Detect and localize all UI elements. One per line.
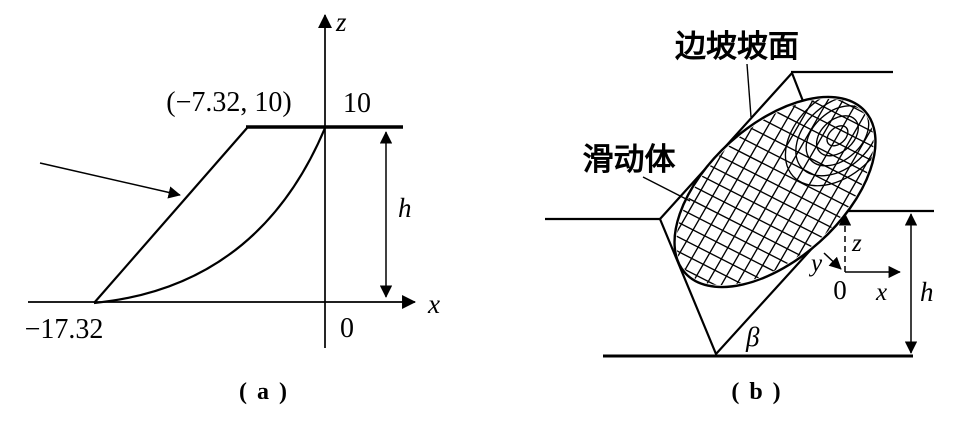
b-sliding-body-mesh [643, 64, 907, 320]
panel-b-caption: ( b ) [731, 379, 782, 405]
a-z-axis-label: z [335, 7, 347, 37]
a-crest-point-label: (−7.32, 10) [166, 87, 291, 118]
b-mesh-lines [643, 64, 907, 320]
a-slope-face-line [93, 127, 248, 304]
a-toe-coordinate-label: −17.32 [25, 314, 104, 345]
a-crest-height-label: 10 [343, 88, 371, 119]
b-sliding-body-label: 滑动体 [583, 142, 676, 177]
b-slope-angle-label: β [745, 322, 760, 352]
b-y-axis [823, 252, 842, 270]
b-y-axis-label: y [808, 250, 823, 277]
b-origin-label: 0 [833, 275, 847, 305]
a-slip-surface-curve [93, 127, 327, 305]
a-slope-pointer-arrow [39, 162, 181, 199]
b-sliding-body-leader [642, 176, 691, 202]
b-slope-surface-label: 边坡坡面 [675, 29, 799, 64]
panel-a-caption: ( a ) [239, 379, 289, 405]
a-height-label: h [398, 193, 412, 223]
b-z-axis-label: z [851, 230, 862, 257]
b-height-label: h [920, 277, 934, 307]
panel-b: 边坡坡面 滑动体 z y x 0 h β ( b ) [545, 29, 934, 405]
panel-a: z x (−7.32, 10) 10 h −17.32 0 ( a ) [25, 7, 440, 405]
a-origin-label: 0 [340, 313, 354, 344]
b-slope-surface-leader [746, 63, 752, 118]
a-x-axis-label: x [427, 289, 440, 319]
b-x-axis-label: x [875, 279, 887, 306]
